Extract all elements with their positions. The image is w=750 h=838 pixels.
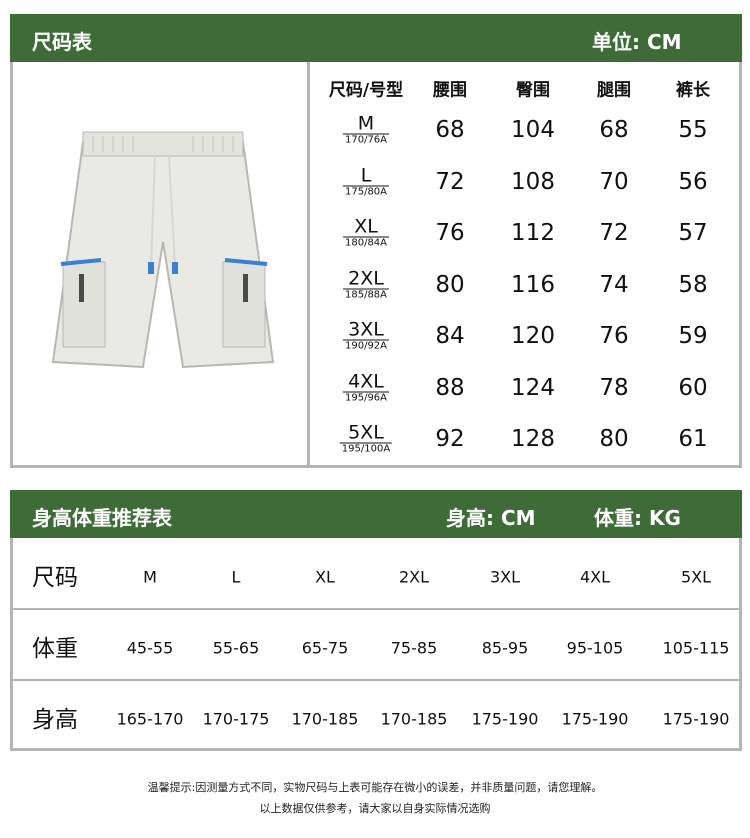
row-label: 尺码	[32, 565, 78, 591]
table-cell: 175-190	[471, 709, 539, 729]
size-chart-title: 尺码表	[32, 30, 92, 54]
table-cell: 170-185	[291, 709, 359, 729]
table-cell: 72	[599, 220, 629, 246]
table-cell: 68	[435, 117, 465, 143]
table-cell: 108	[511, 168, 555, 195]
size-type: 175/80A	[342, 185, 390, 197]
size-type: 195/96A	[342, 391, 390, 403]
size-label: 5XL 195/100A	[339, 421, 393, 456]
size-name: 3XL	[348, 318, 384, 341]
table-cell: 95-105	[566, 638, 624, 658]
table-cell: 4XL	[579, 567, 611, 587]
table-cell: 175-190	[561, 709, 629, 729]
table-cell: 112	[511, 220, 555, 246]
size-label: 3XL 190/92A	[342, 318, 390, 353]
footer-note: 温馨提示:因测量方式不同，实物尺码与上表可能存在微小的误差，并非质量问题，请您理…	[147, 781, 603, 794]
table-cell: 84	[435, 323, 465, 349]
size-type: 185/88A	[342, 288, 390, 300]
table-cell: 120	[511, 323, 555, 349]
height-unit: 身高: CM	[446, 506, 536, 530]
table-cell: L	[231, 567, 241, 587]
table-cell: 57	[678, 220, 708, 246]
table-cell: 88	[435, 374, 465, 401]
table-cell: 2XL	[398, 567, 430, 587]
size-label: 2XL 185/88A	[342, 267, 390, 301]
table-cell: 68	[599, 117, 629, 143]
table-cell: 170-185	[380, 709, 448, 729]
divider	[13, 679, 739, 681]
table-cell: 65-75	[301, 638, 349, 658]
footer-note-2: 以上数据仅供参考，请大家以自身实际情况选购	[259, 802, 491, 815]
col-header-waist: 腰围	[433, 80, 467, 101]
table-cell: 5XL	[680, 567, 712, 587]
table-cell: 165-170	[116, 709, 184, 729]
table-cell: 170-175	[202, 709, 270, 729]
table-cell: 55	[678, 117, 708, 143]
size-chart-table: 尺码/号型 腰围 臀围 腿围 裤长 M 170/76A 68 104 68 55 L 175/…	[10, 62, 742, 468]
table-cell: 76	[599, 323, 629, 349]
table-cell: 175-190	[662, 709, 730, 729]
table-cell: 76	[435, 220, 465, 246]
table-cell: 56	[678, 168, 708, 195]
size-label: L 175/80A	[342, 164, 390, 198]
table-cell: 59	[678, 323, 708, 349]
table-cell: 58	[678, 271, 708, 298]
size-label: M 170/76A	[342, 112, 390, 147]
col-header-thigh: 腿围	[597, 80, 631, 101]
divider	[13, 608, 739, 610]
divider	[307, 62, 310, 465]
table-cell: 70	[599, 168, 629, 195]
size-name: M	[357, 112, 375, 135]
table-cell: 80	[435, 271, 465, 298]
size-name: 2XL	[348, 267, 384, 289]
table-cell: 45-55	[126, 638, 174, 658]
table-cell: 85-95	[481, 638, 529, 658]
table-cell: 116	[511, 271, 555, 298]
recommend-table: 尺码 M L XL 2XL 3XL 4XL 5XL 体重 45-55 55-65 65-75 75-85…	[10, 538, 742, 751]
recommend-header: 身高体重推荐表 身高: CM 体重: KG	[10, 490, 742, 538]
recommend-title: 身高体重推荐表	[32, 506, 172, 530]
size-name: 5XL	[348, 421, 384, 444]
shorts-image	[51, 131, 275, 369]
table-cell: 75-85	[390, 638, 438, 658]
size-label: XL 180/84A	[342, 215, 390, 250]
size-chart-unit: 单位: CM	[592, 30, 682, 54]
table-cell: 61	[678, 426, 708, 452]
row-label: 体重	[32, 636, 78, 662]
row-label: 身高	[32, 707, 78, 733]
size-name: XL	[354, 215, 378, 238]
table-cell: XL	[315, 567, 335, 587]
col-header-hip: 臀围	[516, 80, 550, 101]
col-header-length: 裤长	[676, 80, 710, 101]
table-cell: 3XL	[489, 567, 521, 587]
table-cell: 78	[599, 374, 629, 401]
table-cell: 128	[511, 426, 555, 452]
size-label: 4XL 195/96A	[342, 370, 390, 404]
table-cell: 92	[435, 426, 465, 452]
table-cell: 60	[678, 374, 708, 401]
size-type: 190/92A	[342, 339, 390, 352]
size-type: 195/100A	[339, 442, 393, 455]
size-chart-header: 尺码表 单位: CM	[10, 14, 742, 62]
col-header-size: 尺码/号型	[328, 80, 404, 101]
weight-unit: 体重: KG	[594, 506, 681, 530]
table-cell: 124	[511, 374, 555, 401]
table-cell: 55-65	[212, 638, 260, 658]
table-cell: 105-115	[662, 638, 730, 658]
table-cell: M	[143, 567, 157, 587]
size-type: 170/76A	[342, 133, 390, 146]
table-cell: 74	[599, 271, 629, 298]
size-name: 4XL	[348, 370, 384, 392]
table-cell: 80	[599, 426, 629, 452]
size-name: L	[360, 164, 372, 186]
size-type: 180/84A	[342, 236, 390, 249]
table-cell: 104	[511, 117, 555, 143]
table-cell: 72	[435, 168, 465, 195]
